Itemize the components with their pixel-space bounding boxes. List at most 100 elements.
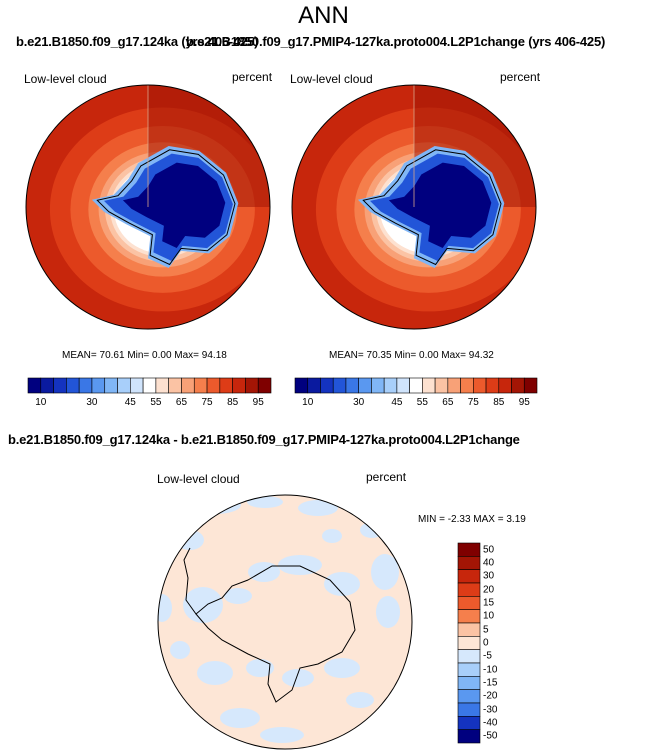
diff-colorbar-box [457,702,481,717]
diff-negative-patch [282,669,314,687]
right-colorbar-ticks: 10 30 45 55 65 75 85 95 [0,397,647,411]
diff-stats: MIN = -2.33 MAX = 3.19 [418,514,526,525]
left-units-label: percent [232,70,273,84]
diff-negative-patch [324,572,360,596]
diff-colorbar-tick: 15 [483,597,495,609]
left-colorbar-ticks: 10 30 45 55 65 75 85 95 [0,397,647,411]
left-colorbar-box [40,377,54,394]
diff-negative-patch [247,496,283,508]
diff-colorbar-tick: 0 [483,637,489,649]
left-colorbar-tick: 10 [35,397,47,408]
right-colorbar-box [383,377,398,394]
page-title: ANN [298,2,349,29]
right-colorbar-box [409,377,423,394]
diff-colorbar-tick: 5 [483,624,489,636]
right-variable-label: Low-level cloud [290,72,373,86]
left-colorbar-box [104,377,118,394]
diff-colorbar-box [457,582,481,597]
left-colorbar-box [219,377,233,394]
diff-colorbar-box [457,649,481,664]
diff-negative-patch [298,500,338,516]
left-colorbar-tick: 85 [227,397,239,408]
left-stats: MEAN= 70.61 Min= 0.00 Max= 94.18 [62,350,227,361]
diff-colorbar-box [457,662,481,677]
right-colorbar-box [294,377,309,394]
left-colorbar-box [27,377,42,394]
diff-colorbar-tick: -20 [483,690,498,702]
diff-colorbar-tick: -10 [483,664,498,676]
diff-colorbar-tick: -15 [483,677,498,689]
diff-map-fill [158,495,412,749]
diff-colorbar-box [457,636,481,650]
left-colorbar-box [117,377,131,394]
diff-negative-patch [376,596,400,628]
left-colorbar-box [53,377,67,394]
right-colorbar-tick: 30 [353,397,365,408]
left-colorbar-box [66,377,80,394]
diff-negative-patch [248,562,280,582]
diff-colorbar-tick: -5 [483,650,492,662]
left-panel-title: b.e21.B1850.f09_g17.124ka (yrs 406-425) [16,34,259,49]
right-colorbar-box [447,377,461,394]
diff-colorbar-box [457,542,481,557]
right-units-label: percent [500,70,541,84]
right-map-border [291,84,537,330]
diff-negative-patch [158,594,172,622]
left-coastline [96,149,236,266]
diff-colorbar-tick: -50 [483,730,498,742]
diff-colorbar-box [457,609,481,624]
left-map-border [25,84,271,330]
diff-negative-patch [197,661,233,685]
diff-colorbar-tick: 30 [483,570,495,582]
diff-colorbar-tick: -40 [483,717,498,729]
right-colorbar-box [371,377,385,394]
diff-colorbar-tick: 40 [483,557,495,569]
diff-units-label: percent [366,470,407,484]
diff-colorbar-box [457,689,481,704]
diff-negative-patch [170,641,190,659]
diff-colorbar-box [457,729,481,744]
diff-colorbar-tick: 20 [483,584,495,596]
diff-negative-patch [324,658,360,678]
right-panel-title: b.e21.B1850.f09_g17.PMIP4-127ka.proto004… [186,34,606,49]
diff-negative-patch [371,554,399,590]
diff-variable-label: Low-level cloud [157,472,240,486]
diff-negative-patch [278,555,322,575]
left-colorbar-box [142,377,157,394]
diff-colorbar-box [457,569,481,584]
left-colorbar-tick: 75 [201,397,213,408]
left-colorbar-box [130,377,144,394]
right-colorbar-box [320,377,334,394]
diff-colorbar-ticks: 50 40 30 20 15 10 5 0 -5 -10 -15 -20 -30 -40 -50 [483,0,523,751]
diff-negative-patch [176,530,204,550]
diff-negative-patch [189,496,241,514]
right-colorbar-tick: 65 [442,397,454,408]
left-map-fill [26,85,270,329]
diff-colorbar-box [457,596,481,610]
diff-colorbar-tick: 50 [483,544,495,556]
left-colorbar-box [245,377,259,394]
right-colorbar-box [523,377,538,394]
right-ice-core [388,162,492,248]
difference-title: b.e21.B1850.f09_g17.124ka - b.e21.B1850.… [8,432,520,447]
left-colorbar-box [78,377,93,394]
diff-colorbar-box [457,622,481,637]
right-colorbar-tick: 55 [416,397,428,408]
right-colorbar-box [460,377,474,394]
diff-colorbar-box [457,556,481,570]
diff-colorbar-tick: 10 [483,610,495,622]
right-map-fill [292,85,536,329]
diff-negative-patch [246,659,274,677]
left-colorbar-box [206,377,221,394]
diff-background [158,495,412,749]
right-colorbar-box [358,377,372,394]
left-colorbar-tick: 95 [252,397,264,408]
right-colorbar-box [345,377,359,394]
right-stats: MEAN= 70.35 Min= 0.00 Max= 94.32 [329,350,494,361]
right-colorbar-box [307,377,321,394]
right-colorbar-box [332,377,347,394]
right-coastline [362,149,502,266]
diff-negative-patch [346,692,374,708]
